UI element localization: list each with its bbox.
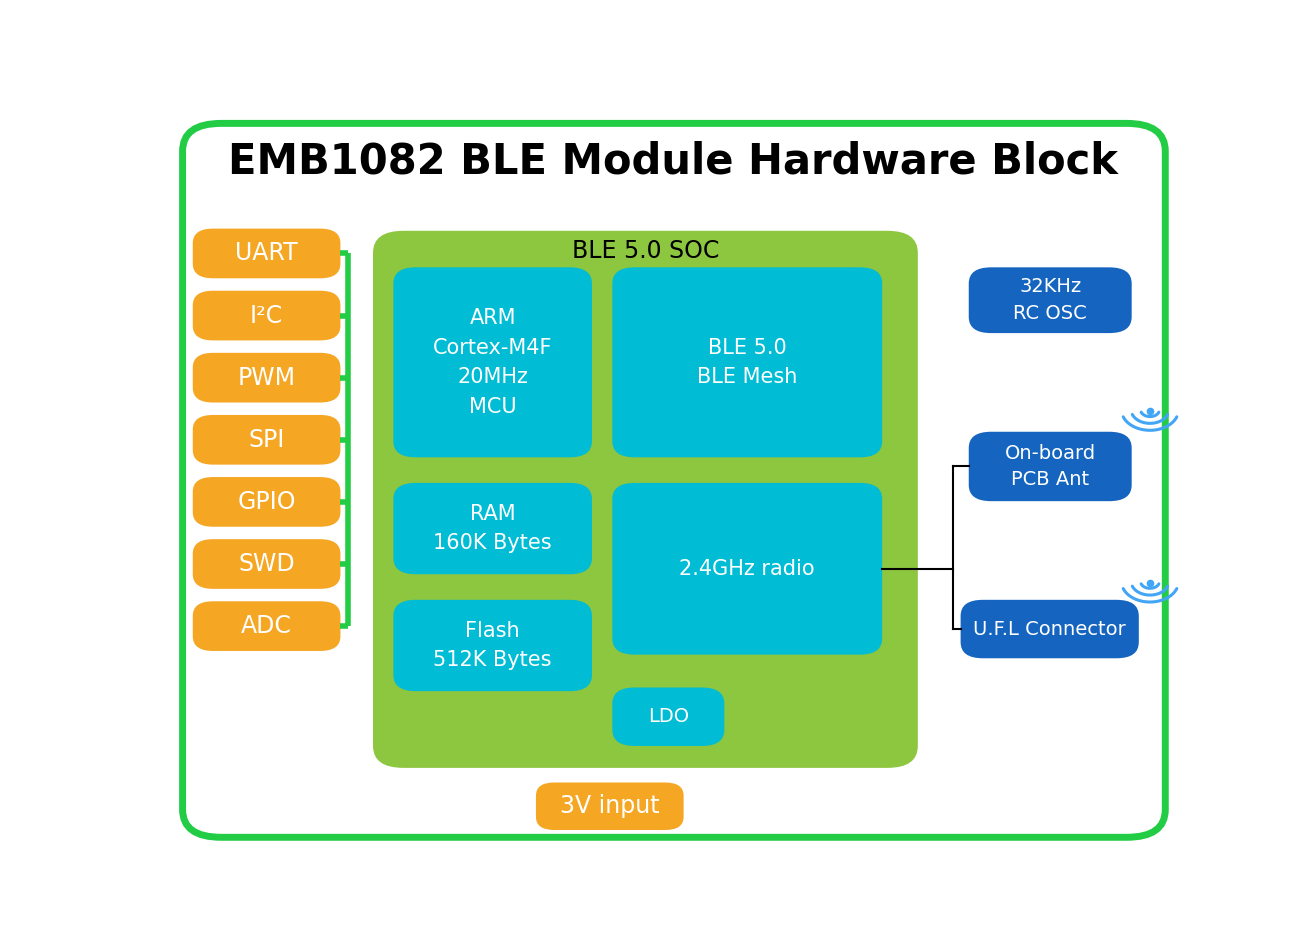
Text: LDO: LDO (648, 707, 689, 726)
FancyBboxPatch shape (393, 600, 593, 691)
FancyBboxPatch shape (393, 268, 593, 457)
Text: I²C: I²C (250, 304, 283, 327)
FancyBboxPatch shape (961, 600, 1139, 659)
FancyBboxPatch shape (968, 268, 1131, 333)
Text: SWD: SWD (238, 552, 294, 576)
Text: U.F.L Connector: U.F.L Connector (974, 620, 1126, 639)
Text: SPI: SPI (248, 428, 285, 452)
Text: UART: UART (235, 241, 298, 266)
FancyBboxPatch shape (193, 353, 340, 402)
FancyBboxPatch shape (193, 229, 340, 278)
Text: PWM: PWM (238, 365, 296, 390)
Text: RAM
160K Bytes: RAM 160K Bytes (434, 504, 552, 553)
Text: EMB1082 BLE Module Hardware Block: EMB1082 BLE Module Hardware Block (229, 140, 1118, 182)
FancyBboxPatch shape (193, 477, 340, 527)
FancyBboxPatch shape (393, 483, 593, 574)
FancyBboxPatch shape (373, 231, 917, 768)
Text: 32KHz
RC OSC: 32KHz RC OSC (1013, 277, 1087, 323)
Text: GPIO: GPIO (238, 490, 296, 514)
FancyBboxPatch shape (612, 268, 882, 457)
Text: BLE 5.0
BLE Mesh: BLE 5.0 BLE Mesh (696, 338, 798, 387)
Text: ARM
Cortex-M4F
20MHz
MCU: ARM Cortex-M4F 20MHz MCU (432, 307, 552, 417)
FancyBboxPatch shape (612, 483, 882, 655)
FancyBboxPatch shape (968, 432, 1131, 501)
FancyBboxPatch shape (183, 123, 1166, 837)
Text: 2.4GHz radio: 2.4GHz radio (679, 559, 815, 579)
Text: On-board
PCB Ant: On-board PCB Ant (1005, 444, 1096, 489)
FancyBboxPatch shape (193, 539, 340, 588)
FancyBboxPatch shape (193, 290, 340, 341)
FancyBboxPatch shape (612, 687, 724, 746)
FancyBboxPatch shape (193, 602, 340, 651)
Text: Flash
512K Bytes: Flash 512K Bytes (434, 621, 552, 670)
Text: ADC: ADC (242, 614, 292, 638)
Text: 3V input: 3V input (560, 794, 660, 818)
FancyBboxPatch shape (536, 783, 683, 830)
Text: BLE 5.0 SOC: BLE 5.0 SOC (572, 239, 719, 263)
FancyBboxPatch shape (193, 415, 340, 465)
